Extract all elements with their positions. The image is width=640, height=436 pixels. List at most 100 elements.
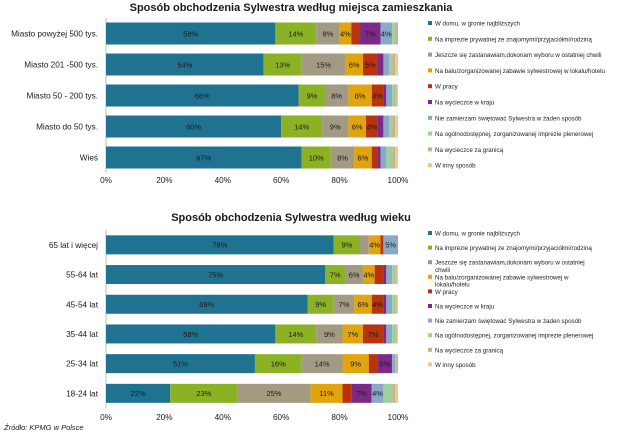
age-data-label-18-24-lat-series-3: 11%	[319, 389, 334, 398]
age-bar-18-24-lat-series-2	[237, 383, 311, 403]
age-bar-45-54-lat-series-4	[371, 294, 384, 314]
age-legend-label-5: Na wycieczce w kraju	[435, 304, 495, 311]
residence-bar-miasto-50-200-tys-series-4	[371, 84, 384, 107]
age-bar-25-34-lat-series-6	[392, 354, 396, 374]
residence-bar-miasto-powyzej-500-tys-series-1	[275, 22, 317, 45]
residence-data-label-miasto-201-500-tys-series-1: 13%	[275, 60, 290, 69]
residence-data-label-miasto-50-200-tys-series-3: 8%	[355, 91, 366, 100]
age-x-tick-1: 20%	[156, 413, 172, 422]
residence-bar-wies-series-7	[386, 146, 393, 169]
age-bar-55-64-lat-series-4	[374, 265, 384, 285]
age-bar-55-64-lat-series-0	[106, 265, 325, 285]
residence-data-label-miasto-201-500-tys-series-3: 6%	[349, 60, 360, 69]
age-bar-45-54-lat-series-7	[392, 294, 396, 314]
residence-x-tick-0: 0%	[100, 176, 112, 185]
age-data-label-55-64-lat-series-0: 75%	[208, 270, 223, 279]
residence-chart-title: Sposób obchodzenia Sylwestra według miej…	[130, 2, 454, 14]
residence-legend-swatch-2	[428, 52, 432, 57]
residence-bar-wies-series-6	[380, 146, 387, 169]
residence-bar-miasto-50-200-tys-series-9	[396, 84, 398, 107]
age-category-label-25-34-lat: 25-34 lat	[66, 360, 99, 369]
age-bar-18-24-lat-series-7	[383, 383, 393, 403]
age-bar-18-24-lat-series-3	[310, 383, 343, 403]
age-bar-25-34-lat-series-2	[301, 354, 343, 374]
age-bar-35-44-lat-series-6	[386, 324, 393, 344]
age-bar-18-24-lat-series-5	[351, 383, 372, 403]
residence-data-label-wies-series-1: 10%	[309, 153, 324, 162]
age-data-label-18-24-lat-series-6: 4%	[372, 389, 383, 398]
age-bar-25-34-lat-series-4	[368, 354, 378, 374]
age-data-label-45-54-lat-series-2: 7%	[339, 300, 350, 309]
residence-bar-wies-series-4	[371, 146, 378, 169]
source-note: Źródło: KPMG w Polsce	[4, 423, 84, 432]
age-data-label-18-24-lat-series-1: 23%	[196, 389, 211, 398]
residence-bar-miasto-50-200-tys-series-7	[392, 84, 396, 107]
residence-data-label-miasto-do-50-tys-series-3: 6%	[352, 122, 363, 131]
residence-bar-miasto-do-50-tys-series-1	[281, 115, 323, 138]
age-bar-45-54-lat-series-8	[395, 294, 397, 314]
age-legend-label-9: W inny sposób	[435, 362, 476, 369]
residence-bar-miasto-201-500-tys-series-4	[362, 53, 378, 76]
age-bar-55-64-lat-series-9	[396, 265, 398, 285]
residence-legend-swatch-1	[428, 36, 432, 41]
residence-data-label-wies-series-0: 67%	[196, 153, 211, 162]
age-bar-35-44-lat-series-4	[362, 324, 384, 344]
age-data-label-65-lat-i-wiecej-series-1: 9%	[341, 241, 352, 250]
residence-bar-miasto-do-50-tys-series-8	[392, 115, 396, 138]
age-legend-swatch-3	[428, 274, 432, 279]
residence-legend-label-8: Na wycieczce za granicą	[435, 147, 504, 154]
residence-bar-wies-series-1	[301, 146, 331, 169]
residence-legend-label-7: Na ogólnodostępnej, zorganizowanej impre…	[435, 131, 593, 138]
residence-bar-miasto-powyzej-500-tys-series-6	[380, 22, 393, 45]
residence-bar-miasto-powyzej-500-tys-series-2	[316, 22, 340, 45]
age-bar-25-34-lat-series-0	[106, 354, 255, 374]
residence-legend-label-5: Na wycieczce w kraju	[435, 100, 495, 107]
age-data-label-65-lat-i-wiecej-series-6: 5%	[385, 241, 396, 250]
age-bar-18-24-lat-series-6	[371, 383, 384, 403]
residence-bar-miasto-50-200-tys-series-3	[348, 84, 372, 107]
residence-legend-label-0: W domu, w gronie najbliższych	[435, 21, 520, 28]
residence-data-label-miasto-powyzej-500-tys-series-1: 14%	[288, 29, 303, 38]
residence-category-label-miasto-do-50-tys: Miasto do 50 tys.	[36, 123, 98, 132]
residence-bar-miasto-do-50-tys-series-5	[377, 115, 384, 138]
age-data-label-25-34-lat-series-2: 14%	[315, 359, 330, 368]
residence-legend-label-6: Nie zamierzam świętować Sylwestra w żade…	[435, 115, 582, 122]
age-legend-label-1: Na imprezie prywatnej ze znajomymi/przyj…	[435, 245, 592, 252]
residence-data-label-miasto-50-200-tys-series-0: 66%	[195, 91, 210, 100]
age-legend-label-8: Na wycieczce za granicą	[435, 347, 504, 354]
residence-bar-miasto-50-200-tys-series-0	[106, 84, 299, 107]
residence-data-label-miasto-do-50-tys-series-1: 14%	[294, 122, 309, 131]
age-data-label-25-34-lat-series-0: 51%	[173, 359, 188, 368]
residence-data-label-wies-series-3: 6%	[358, 153, 369, 162]
residence-bar-miasto-do-50-tys-series-0	[106, 115, 282, 138]
residence-legend-swatch-5	[428, 100, 432, 104]
age-legend-label-0: W domu, w gronie najbliższych	[435, 231, 520, 238]
residence-data-label-miasto-201-500-tys-series-0: 54%	[177, 60, 192, 69]
residence-bar-miasto-do-50-tys-series-4	[365, 115, 378, 138]
residence-legend-swatch-9	[428, 163, 432, 168]
residence-bar-wies-series-8	[392, 146, 396, 169]
age-bar-35-44-lat-series-9	[396, 324, 398, 344]
age-legend-swatch-6	[428, 318, 432, 323]
age-category-label-55-64-lat: 55-64 lat	[66, 271, 99, 280]
age-bar-65-lat-i-wiecej-series-6	[383, 235, 398, 255]
age-bar-18-24-lat-series-8	[392, 383, 396, 403]
age-bar-18-24-lat-series-4	[342, 383, 352, 403]
residence-bar-miasto-201-500-tys-series-9	[395, 53, 398, 76]
age-x-tick-5: 100%	[388, 413, 409, 422]
residence-bar-miasto-do-50-tys-series-7	[389, 115, 393, 138]
residence-data-label-miasto-powyzej-500-tys-series-0: 58%	[183, 29, 198, 38]
age-bar-45-54-lat-series-5	[383, 294, 387, 314]
age-data-label-25-34-lat-series-5: 5%	[379, 359, 390, 368]
residence-data-label-miasto-do-50-tys-series-2: 9%	[330, 122, 341, 131]
age-bar-65-lat-i-wiecej-series-4	[380, 235, 384, 255]
residence-category-label-wies: Wieś	[80, 154, 98, 163]
residence-bar-miasto-201-500-tys-series-8	[392, 53, 396, 76]
age-bar-35-44-lat-series-7	[392, 324, 396, 344]
residence-bar-miasto-50-200-tys-series-2	[325, 84, 349, 107]
residence-data-label-miasto-powyzej-500-tys-series-2: 8%	[322, 29, 333, 38]
residence-data-label-wies-series-2: 8%	[337, 153, 348, 162]
age-legend-swatch-7	[428, 333, 432, 338]
age-category-label-18-24-lat: 18-24 lat	[66, 389, 99, 398]
age-bar-55-64-lat-series-5	[383, 265, 387, 285]
